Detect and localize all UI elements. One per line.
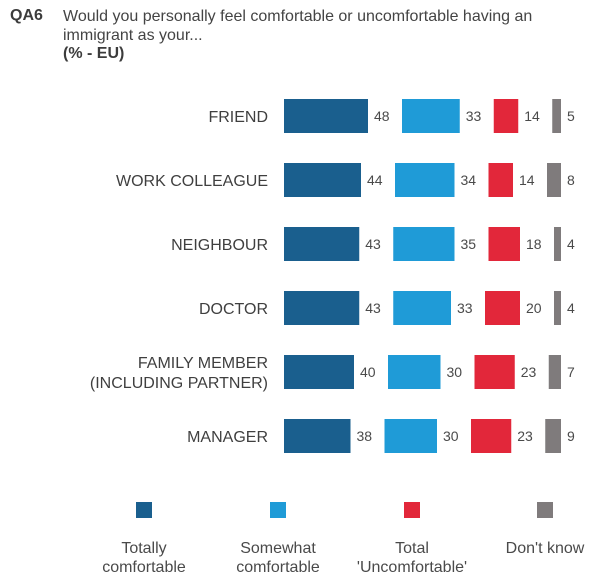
- value-label: 14: [524, 108, 540, 124]
- bar-segment: [548, 355, 561, 389]
- bar-row: DOCTOR 43 33 20 4: [199, 291, 575, 325]
- bar-segment: [284, 99, 368, 133]
- bar-segment: [402, 99, 460, 133]
- value-label: 40: [360, 364, 376, 380]
- question-text: Would you personally feel comfortable or…: [63, 8, 533, 44]
- question-code: QA6: [10, 7, 43, 24]
- bar-row: FAMILY MEMBER (INCLUDING PARTNER) 40 30 23 7: [90, 355, 575, 392]
- bar-segment: [547, 163, 561, 197]
- legend-label: Totally comfortable: [102, 540, 186, 576]
- value-label: 4: [567, 300, 575, 316]
- category-label: DOCTOR: [199, 301, 268, 318]
- value-label: 18: [526, 236, 542, 252]
- value-label: 35: [461, 236, 477, 252]
- value-label: 43: [365, 236, 381, 252]
- category-label-line: (INCLUDING PARTNER): [90, 375, 268, 392]
- bar-row: NEIGHBOUR 43 35 18 4: [171, 227, 575, 261]
- value-label: 20: [526, 300, 542, 316]
- legend-item-somewhat-comfortable: Somewhat comfortable: [218, 502, 338, 577]
- bar-segment: [485, 291, 520, 325]
- bar-segment: [388, 355, 441, 389]
- bar-segment: [493, 99, 519, 133]
- category-label: FRIEND: [208, 109, 268, 126]
- value-label: 33: [457, 300, 473, 316]
- bar-segment: [545, 419, 561, 453]
- legend-swatch: [537, 502, 553, 518]
- legend-label: Don't know: [505, 540, 585, 557]
- category-label: MANAGER: [187, 429, 268, 446]
- legend: Totally comfortable Somewhat comfortable…: [0, 502, 605, 581]
- legend-item-total-uncomfortable: Total 'Uncomfortable': [349, 502, 475, 577]
- bar-segment: [284, 163, 361, 197]
- bar-row: MANAGER 38 30 23 9: [187, 419, 575, 453]
- legend-item-dont-know: Don't know: [490, 502, 600, 558]
- value-label: 23: [517, 428, 533, 444]
- legend-swatch: [404, 502, 420, 518]
- bar-row: FRIEND 48 33 14 5: [208, 99, 575, 133]
- bar-segment: [554, 291, 561, 325]
- value-label: 9: [567, 428, 575, 444]
- bar-segment: [552, 99, 561, 133]
- bar-segment: [393, 227, 455, 261]
- value-label: 4: [567, 236, 575, 252]
- bar-segment: [395, 163, 455, 197]
- value-label: 43: [365, 300, 381, 316]
- bar-segment: [284, 227, 360, 261]
- value-label: 5: [567, 108, 575, 124]
- bar-row: WORK COLLEAGUE 44 34 14 8: [116, 163, 575, 197]
- category-label: WORK COLLEAGUE: [116, 173, 268, 190]
- legend-item-totally-comfortable: Totally comfortable: [84, 502, 204, 577]
- legend-label: Total 'Uncomfortable': [356, 540, 468, 576]
- bar-segment: [284, 291, 360, 325]
- bar-segment: [554, 227, 561, 261]
- legend-swatch: [136, 502, 152, 518]
- value-label: 48: [374, 108, 390, 124]
- bar-segment: [384, 419, 437, 453]
- value-label: 34: [461, 172, 477, 188]
- bar-segment: [284, 419, 351, 453]
- category-label: FAMILY MEMBER (INCLUDING PARTNER): [90, 355, 268, 392]
- category-label: NEIGHBOUR: [171, 237, 268, 254]
- value-label: 44: [367, 172, 383, 188]
- value-label: 30: [443, 428, 459, 444]
- value-label: 33: [466, 108, 482, 124]
- chart-subtitle: (% - EU): [63, 45, 125, 62]
- bar-segment: [393, 291, 451, 325]
- value-label: 23: [521, 364, 537, 380]
- category-label-line: FAMILY MEMBER: [138, 355, 268, 372]
- value-label: 38: [357, 428, 373, 444]
- bar-segment: [284, 355, 354, 389]
- bar-segment: [471, 419, 512, 453]
- value-label: 7: [567, 364, 575, 380]
- legend-swatch: [270, 502, 286, 518]
- value-label: 30: [447, 364, 463, 380]
- value-label: 14: [519, 172, 535, 188]
- bar-segment: [488, 163, 513, 197]
- legend-label: Somewhat comfortable: [236, 540, 320, 576]
- bar-segment: [474, 355, 515, 389]
- bar-segment: [488, 227, 520, 261]
- value-label: 8: [567, 172, 575, 188]
